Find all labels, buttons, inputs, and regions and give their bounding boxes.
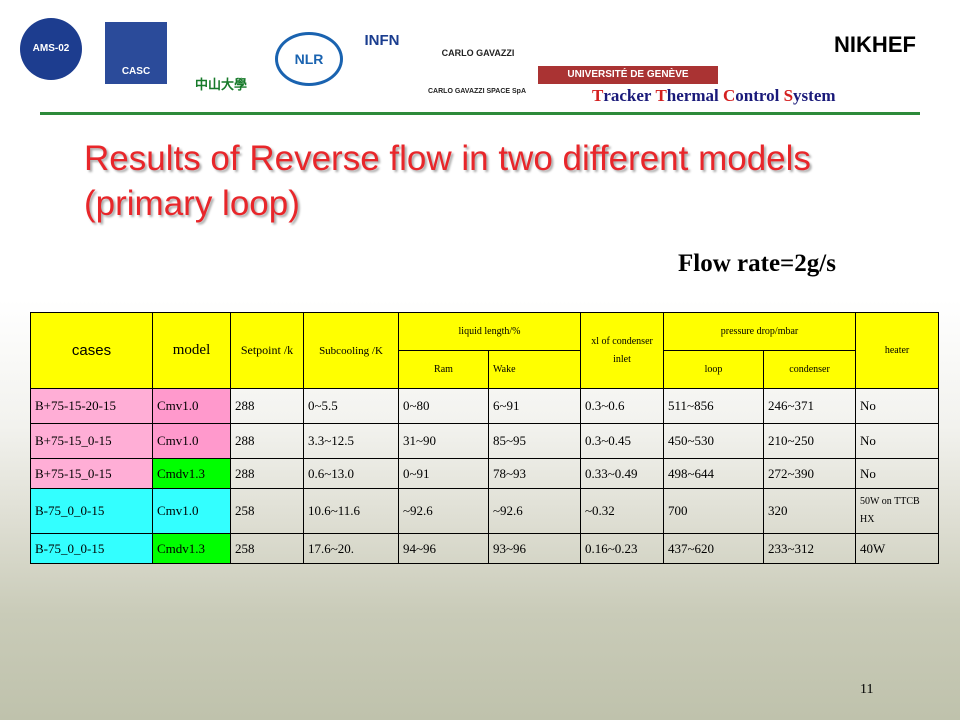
table-cell: 210~250: [763, 423, 857, 459]
table-cell: 0.16~0.23: [580, 533, 665, 564]
logo: CARLO GAVAZZI: [441, 48, 515, 58]
table-cell: 3.3~12.5: [303, 423, 399, 459]
table-cell: ~0.32: [580, 488, 665, 534]
table-cell: 94~96: [398, 533, 489, 564]
table-cell: 0.3~0.6: [580, 388, 665, 424]
table-cell: Cmdv1.3: [152, 533, 231, 564]
table-cell: ~92.6: [487, 488, 582, 534]
logo: UNIVERSITÉ DE GENÈVE: [538, 66, 718, 84]
logo: NIKHEF: [834, 32, 916, 57]
table-cell: 272~390: [763, 458, 857, 489]
logo: INFN: [364, 32, 400, 49]
table-cell: No: [855, 388, 940, 424]
logo: AMS-02: [20, 18, 82, 80]
page-number: 11: [860, 682, 874, 697]
table-cell: 258: [230, 488, 304, 534]
table-row: B-75_0_0-15 Cmv1.0 258 10.6~11.6 ~92.6 ~92.6 ~…: [30, 488, 940, 534]
table-cell: 0~5.5: [303, 388, 399, 424]
table-cell: 498~644: [663, 458, 765, 489]
table-cell: 50W on TTCB HX: [855, 488, 940, 534]
table-cell: 320: [763, 488, 857, 534]
header-cell: pressure drop/mbar: [663, 312, 857, 351]
table-cell: 700: [663, 488, 765, 534]
header-cell: model: [152, 312, 231, 389]
table-cell: 31~90: [398, 423, 489, 459]
table-cell: Cmv1.0: [152, 388, 231, 424]
table-cell: 288: [230, 423, 304, 459]
table-cell: 10.6~11.6: [303, 488, 399, 534]
table-cell: 450~530: [663, 423, 765, 459]
table-cell: Cmv1.0: [152, 423, 231, 459]
table-row: B+75-15-20-15 Cmv1.0 288 0~5.5 0~80 6~91 0.3~0…: [30, 388, 940, 424]
table-cell: B-75_0_0-15: [30, 488, 153, 534]
slide-title: Results of Reverse flow in two different…: [84, 139, 811, 223]
header-cell: Ram: [398, 350, 489, 389]
table-cell: B+75-15_0-15: [30, 458, 153, 489]
table-cell: 78~93: [487, 458, 582, 489]
system-name: Tracker Thermal Control System: [592, 86, 836, 105]
table-cell: 258: [230, 533, 304, 564]
table-cell: 85~95: [487, 423, 582, 459]
header-cell: xl of condenser inlet: [580, 312, 665, 389]
table-cell: 0.33~0.49: [580, 458, 665, 489]
table-cell: 0~80: [398, 388, 489, 424]
table-cell: 6~91: [487, 388, 582, 424]
logo: CARLO GAVAZZI SPACE SpA: [428, 88, 526, 95]
table-cell: No: [855, 423, 940, 459]
logo: 中山大學: [194, 77, 247, 92]
table-cell: 511~856: [663, 388, 765, 424]
table-cell: 17.6~20.: [303, 533, 399, 564]
divider: [40, 112, 920, 115]
header-cell: Wake: [487, 350, 582, 389]
table-cell: Cmv1.0: [152, 488, 231, 534]
table-cell: No: [855, 458, 940, 489]
results-table: cases model Setpoint /k Subcooling /K li…: [30, 312, 940, 564]
table-cell: 288: [230, 388, 304, 424]
header-cell: liquid length/%: [397, 312, 582, 351]
header-cell: heater: [855, 312, 940, 389]
table-cell: 437~620: [663, 533, 765, 564]
table-row: B+75-15_0-15 Cmdv1.3 288 0.6~13.0 0~91 78~93 0…: [30, 458, 940, 489]
table-cell: B+75-15-20-15: [30, 388, 153, 424]
table-cell: Cmdv1.3: [152, 458, 231, 489]
table-cell: 40W: [855, 533, 940, 564]
logo: NLR: [275, 32, 343, 86]
header-cell: loop: [663, 350, 765, 389]
subtitle: Flow rate=2g/s: [678, 250, 836, 277]
table-row: B+75-15_0-15 Cmv1.0 288 3.3~12.5 31~90 85~95 0…: [30, 423, 940, 459]
table-cell: 0.6~13.0: [303, 458, 399, 489]
table-cell: B-75_0_0-15: [30, 533, 153, 564]
table-cell: B+75-15_0-15: [30, 423, 153, 459]
table-cell: 288: [230, 458, 304, 489]
logos: AMS-02 CASC 中山大學 NLR INFN CARLO GAVAZZI …: [20, 10, 940, 100]
table-cell: 0.3~0.45: [580, 423, 665, 459]
table-cell: ~92.6: [398, 488, 489, 534]
header-cell: cases: [30, 312, 153, 389]
logo: CASC: [105, 22, 167, 84]
table-cell: 233~312: [763, 533, 857, 564]
table-row: B-75_0_0-15 Cmdv1.3 258 17.6~20. 94~96 93~96 0…: [30, 533, 940, 564]
table-cell: 93~96: [487, 533, 582, 564]
header-cell: Subcooling /K: [303, 312, 399, 389]
table-cell: 0~91: [398, 458, 489, 489]
table-cell: 246~371: [763, 388, 857, 424]
header-cell: Setpoint /k: [230, 312, 304, 389]
header-cell: condenser: [763, 350, 857, 389]
